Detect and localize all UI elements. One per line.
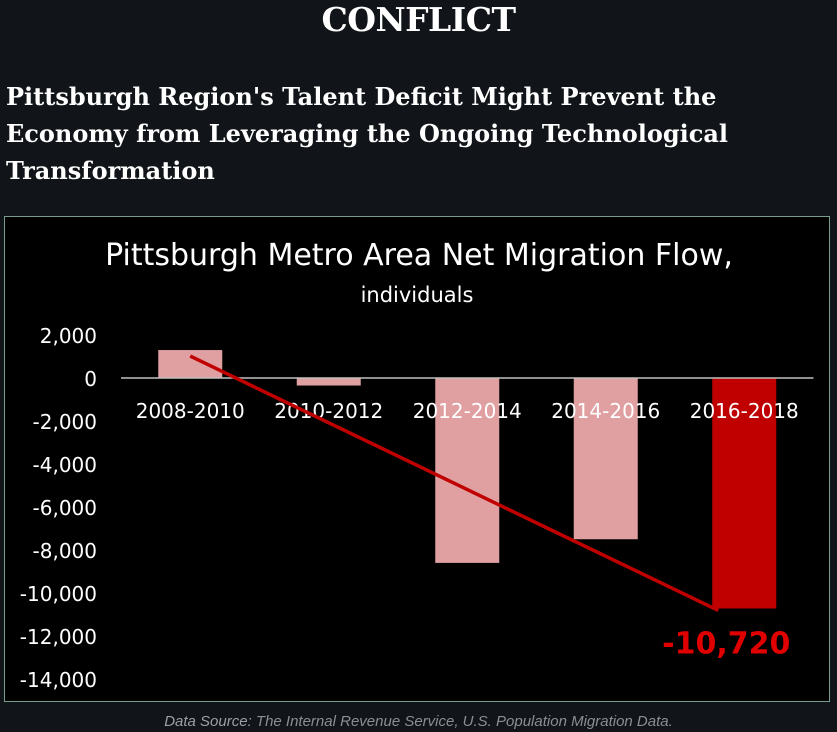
bars-group — [158, 350, 777, 609]
y-tick-label: -12,000 — [20, 625, 97, 649]
x-tick-label: 2016-2018 — [690, 399, 799, 423]
source-label: Data Source: — [164, 713, 252, 730]
x-tick-label: 2014-2016 — [551, 399, 660, 423]
y-tick-label: 2,000 — [40, 324, 97, 348]
bar-2014-2016 — [573, 378, 638, 540]
y-tick-label: -10,000 — [20, 582, 97, 606]
migration-bar-chart: Pittsburgh Metro Area Net Migration Flow… — [20, 238, 814, 692]
source-text: The Internal Revenue Service, U.S. Popul… — [251, 713, 673, 730]
page-subheading: Pittsburgh Region's Talent Deficit Might… — [6, 82, 729, 185]
bar-2010-2012 — [296, 378, 361, 386]
source-note: Data Source: The Internal Revenue Servic… — [0, 712, 837, 732]
x-tick-label: 2010-2012 — [274, 399, 383, 423]
x-axis-ticks: 2008-2010 2010-2012 2012-2014 2014-2016 2016… — [136, 399, 799, 423]
bar-2016-2018 — [712, 378, 777, 609]
y-tick-label: -14,000 — [20, 668, 97, 692]
y-tick-label: -4,000 — [33, 453, 97, 477]
chart-subtitle: individuals — [361, 283, 474, 307]
bar-2012-2014 — [435, 378, 500, 563]
page-heading: CONFLICT — [321, 0, 516, 39]
bar-2008-2010 — [158, 350, 223, 378]
x-tick-label: 2008-2010 — [136, 399, 245, 423]
x-tick-label: 2012-2014 — [413, 399, 522, 423]
y-axis-ticks: 2,000 0 -2,000 -4,000 -6,000 -8,000 -10,000 -12… — [20, 324, 97, 692]
y-tick-label: -6,000 — [33, 496, 97, 520]
y-tick-label: 0 — [84, 367, 97, 391]
y-tick-label: -2,000 — [33, 410, 97, 434]
trendline — [189, 354, 720, 613]
highlight-value-label: -10,720 — [662, 626, 790, 661]
chart-title: Pittsburgh Metro Area Net Migration Flow… — [105, 238, 733, 273]
chart-frame: Pittsburgh Metro Area Net Migration Flow… — [4, 216, 830, 702]
y-tick-label: -8,000 — [33, 539, 97, 563]
